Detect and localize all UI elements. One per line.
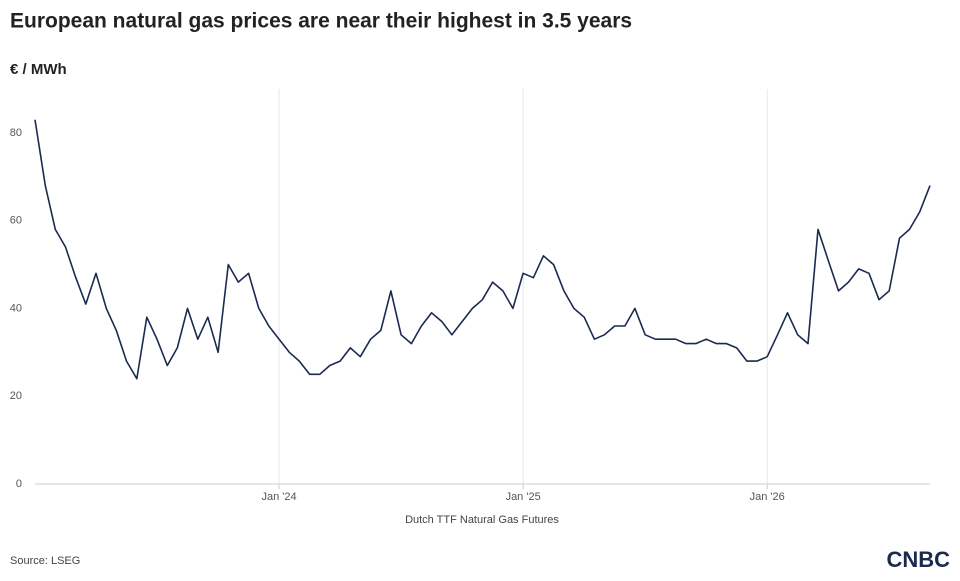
logo: CNBC [886, 547, 950, 572]
y-tick-label: 60 [10, 215, 22, 227]
chart-title: European natural gas prices are near the… [10, 10, 632, 33]
y-tick-label: 40 [10, 302, 22, 314]
x-axis-title: Dutch TTF Natural Gas Futures [405, 514, 559, 526]
price-line [34, 119, 931, 380]
x-tick-label: Jan '25 [506, 491, 541, 503]
y-tick-label: 20 [10, 390, 22, 402]
y-tick-label: 80 [10, 127, 22, 139]
source: Source: LSEG [10, 555, 80, 567]
y-axis-title: € / MWh [10, 61, 67, 78]
x-tick-label: Jan '24 [261, 491, 296, 503]
x-tick-label: Jan '26 [750, 491, 785, 503]
y-tick-label: 0 [16, 478, 22, 490]
